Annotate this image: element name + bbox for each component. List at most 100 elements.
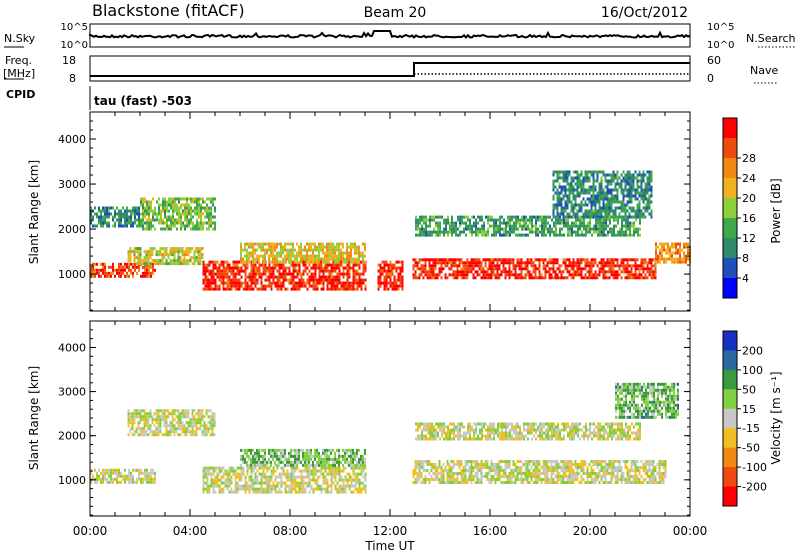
power-cell bbox=[522, 276, 525, 280]
power-cell bbox=[576, 185, 579, 189]
power-cell bbox=[499, 215, 501, 219]
power-cell bbox=[300, 275, 303, 279]
power-cell bbox=[350, 251, 352, 255]
power-cell bbox=[248, 242, 250, 246]
power-cell bbox=[652, 276, 655, 280]
power-cell bbox=[425, 233, 427, 237]
power-cell bbox=[332, 278, 335, 282]
power-cell bbox=[626, 182, 629, 186]
power-cell bbox=[534, 267, 537, 271]
power-cell bbox=[536, 276, 539, 280]
power-cell bbox=[202, 266, 205, 270]
vel-cell bbox=[240, 472, 243, 476]
power-cell bbox=[449, 227, 451, 231]
power-cell bbox=[570, 182, 573, 186]
power-cell bbox=[636, 206, 639, 210]
power-cell bbox=[272, 254, 274, 258]
power-cell bbox=[276, 257, 278, 261]
power-cell bbox=[230, 272, 233, 276]
vel-cell bbox=[155, 409, 158, 413]
power-cell bbox=[629, 230, 631, 234]
power-cell bbox=[566, 276, 569, 280]
vel-cell bbox=[130, 477, 132, 481]
power-cell bbox=[552, 270, 555, 274]
power-cell bbox=[564, 267, 567, 271]
power-cell bbox=[570, 179, 573, 183]
vel-cell bbox=[276, 481, 279, 485]
vel-cell bbox=[183, 433, 186, 437]
power-cell bbox=[510, 258, 513, 262]
power-cell bbox=[226, 272, 229, 276]
power-cell bbox=[178, 212, 180, 216]
power-cell bbox=[194, 206, 196, 210]
power-cell bbox=[133, 247, 136, 251]
power-cell bbox=[320, 287, 323, 291]
power-cell bbox=[322, 278, 325, 282]
vel-cell bbox=[151, 418, 154, 422]
power-cell bbox=[478, 264, 481, 268]
power-cell bbox=[545, 233, 547, 237]
power-cell bbox=[302, 284, 305, 288]
vel-cell bbox=[296, 484, 299, 488]
power-cell bbox=[276, 275, 279, 279]
power-cell bbox=[260, 278, 263, 282]
vel-cell bbox=[153, 424, 156, 428]
power-cell bbox=[129, 256, 132, 260]
power-cell bbox=[442, 267, 445, 271]
power-cell bbox=[232, 266, 235, 270]
power-cell bbox=[286, 266, 289, 270]
power-cell bbox=[631, 224, 633, 228]
vel-cell bbox=[222, 472, 225, 476]
power-cell bbox=[661, 251, 663, 255]
vel-cell bbox=[348, 472, 351, 476]
power-cell bbox=[560, 270, 563, 274]
power-cell bbox=[576, 258, 579, 262]
power-cell bbox=[238, 260, 241, 264]
power-cell bbox=[268, 275, 271, 279]
vel-cell bbox=[98, 468, 100, 472]
vel-cell bbox=[152, 468, 154, 472]
power-cell bbox=[148, 203, 150, 207]
vel-cell bbox=[248, 484, 251, 488]
power-cell bbox=[586, 170, 589, 174]
power-cell bbox=[424, 264, 427, 268]
power-cell bbox=[156, 200, 158, 204]
vel-cell bbox=[316, 478, 319, 482]
power-cell bbox=[634, 267, 637, 271]
power-cell bbox=[520, 270, 523, 274]
power-cell bbox=[322, 245, 324, 249]
power-cell bbox=[626, 270, 629, 274]
power-cell bbox=[679, 248, 681, 252]
power-cell bbox=[176, 203, 178, 207]
power-cell bbox=[127, 259, 130, 263]
power-cell bbox=[298, 272, 301, 276]
power-cell bbox=[208, 212, 210, 216]
vel-cell bbox=[316, 454, 318, 458]
power-cell bbox=[136, 271, 138, 275]
power-cell bbox=[240, 284, 243, 288]
vel-cell bbox=[352, 490, 355, 494]
power-cell bbox=[596, 215, 599, 219]
power-cell bbox=[312, 251, 314, 255]
power-cell bbox=[104, 218, 106, 222]
power-cell bbox=[471, 230, 473, 234]
power-cell bbox=[687, 257, 689, 261]
power-cell bbox=[574, 194, 577, 198]
power-cell bbox=[397, 272, 400, 276]
power-cell bbox=[644, 209, 647, 213]
power-cell bbox=[632, 209, 635, 213]
vel-cell bbox=[258, 448, 260, 452]
vel-cell bbox=[274, 478, 277, 482]
power-cell bbox=[562, 212, 565, 216]
power-cell bbox=[320, 242, 322, 246]
power-cell bbox=[620, 188, 623, 192]
power-cell bbox=[149, 253, 152, 257]
power-cell bbox=[440, 264, 443, 268]
power-cell bbox=[592, 173, 595, 177]
vel-cell bbox=[324, 460, 326, 464]
power-cell bbox=[308, 245, 310, 249]
power-cell bbox=[555, 224, 557, 228]
power-cell bbox=[189, 256, 192, 260]
power-cell bbox=[310, 248, 312, 252]
vel-cell bbox=[153, 430, 156, 434]
